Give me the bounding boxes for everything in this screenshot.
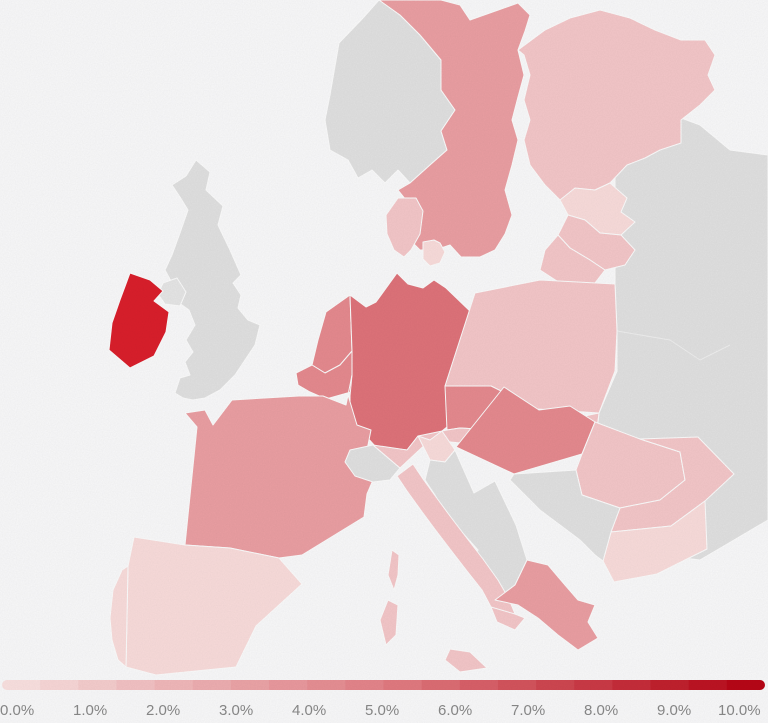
svg-text:1.0%: 1.0% bbox=[73, 702, 107, 719]
svg-text:6.0%: 6.0% bbox=[438, 702, 472, 719]
svg-text:8.0%: 8.0% bbox=[584, 702, 618, 719]
svg-text:2.0%: 2.0% bbox=[146, 702, 180, 719]
svg-text:4.0%: 4.0% bbox=[292, 702, 326, 719]
svg-text:9.0%: 9.0% bbox=[657, 702, 691, 719]
svg-text:5.0%: 5.0% bbox=[365, 702, 399, 719]
svg-text:10.0%: 10.0% bbox=[718, 702, 761, 719]
svg-text:7.0%: 7.0% bbox=[511, 702, 545, 719]
svg-text:0.0%: 0.0% bbox=[0, 702, 34, 719]
svg-text:3.0%: 3.0% bbox=[219, 702, 253, 719]
